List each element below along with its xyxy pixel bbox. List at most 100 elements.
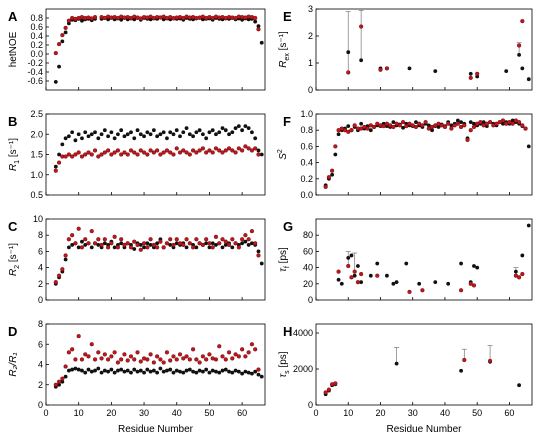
data-point-black: [220, 126, 225, 131]
panel-label: C: [8, 219, 18, 234]
y-tick-label: -0.2: [27, 58, 43, 68]
data-point-red: [53, 168, 58, 173]
data-point-red: [336, 269, 341, 274]
panel-label: H: [283, 324, 292, 339]
data-point-red: [109, 241, 114, 246]
data-point-black: [446, 281, 451, 286]
data-point-black: [151, 368, 156, 373]
y-tick-label: 0.8: [300, 125, 313, 135]
data-point-black: [191, 369, 195, 374]
data-point-red: [99, 152, 104, 157]
data-point-black: [368, 273, 373, 278]
data-point-black: [158, 132, 163, 137]
data-point-red: [458, 288, 464, 293]
data-point-red: [475, 71, 480, 76]
data-point-red: [326, 387, 331, 392]
data-point-black: [352, 273, 357, 278]
data-point-red: [240, 148, 245, 153]
data-point-red: [517, 275, 522, 280]
data-point-red: [190, 347, 196, 352]
data-point-red: [99, 356, 104, 361]
data-point-black: [165, 368, 169, 373]
data-point-black: [148, 369, 153, 374]
data-point-black: [155, 370, 160, 375]
data-point-red: [56, 273, 62, 278]
data-point-black: [181, 370, 186, 375]
data-point-red: [138, 247, 143, 252]
data-point-red: [190, 148, 196, 153]
data-point-red: [106, 148, 111, 153]
data-point-red: [226, 242, 232, 248]
data-point-black: [333, 152, 338, 157]
data-point-red: [213, 146, 219, 151]
data-point-black: [526, 144, 531, 149]
data-point-red: [164, 241, 170, 246]
data-point-red: [346, 70, 351, 75]
data-point-red: [471, 283, 477, 288]
data-point-black: [142, 245, 146, 250]
data-point-red: [220, 354, 225, 359]
data-point-red: [161, 360, 166, 365]
data-point-red: [63, 253, 68, 258]
data-point-red: [249, 148, 255, 153]
y-tick-label: 0.6: [300, 141, 313, 151]
y-tick-label: 0.6: [30, 22, 43, 32]
data-point-black: [250, 371, 254, 376]
panel-label: F: [283, 114, 291, 129]
data-point-red: [510, 121, 515, 126]
data-point-black: [106, 369, 111, 374]
data-point-red: [168, 150, 173, 155]
data-point-red: [352, 269, 357, 274]
data-point-red: [102, 237, 107, 242]
data-point-red: [174, 237, 179, 242]
data-point-black: [80, 368, 84, 373]
data-point-black: [53, 80, 58, 84]
data-point-black: [394, 280, 399, 285]
y-tick-label: 0: [38, 295, 43, 305]
data-point-black: [171, 132, 176, 137]
data-point-red: [194, 150, 199, 155]
plot-frame: [45, 218, 266, 301]
y-axis-label: τs [ps]: [278, 351, 291, 377]
data-point-red: [442, 124, 448, 130]
data-point-red: [517, 119, 522, 125]
y-tick-label: 2.0: [30, 129, 43, 139]
data-point-red: [96, 154, 101, 159]
x-tick-label: 10: [74, 408, 84, 418]
data-point-red: [210, 150, 215, 155]
y-tick-label: -0.6: [27, 76, 43, 86]
data-point-black: [96, 366, 101, 371]
data-point-black: [125, 368, 130, 373]
data-point-red: [76, 150, 81, 155]
data-point-red: [168, 237, 173, 242]
data-point-black: [112, 370, 117, 375]
y-tick-label: 0.2: [30, 40, 43, 50]
data-point-red: [164, 350, 170, 355]
data-point-red: [151, 242, 156, 248]
data-point-red: [243, 144, 248, 149]
data-point-red: [53, 280, 58, 285]
data-point-black: [99, 132, 104, 137]
data-point-black: [83, 130, 88, 135]
data-point-black: [174, 368, 179, 373]
data-point-black: [223, 128, 228, 133]
data-point-black: [57, 64, 61, 69]
data-point-red: [213, 357, 219, 362]
data-point-red: [194, 237, 199, 242]
x-tick-label: 60: [237, 408, 247, 418]
data-point-red: [63, 25, 68, 30]
y-axis-label: R2 [s⁻¹]: [8, 243, 21, 276]
data-point-red: [89, 152, 94, 157]
data-point-red: [177, 352, 183, 357]
y-axis-label-subscript: 1: [14, 160, 21, 164]
data-point-black: [184, 245, 189, 250]
data-point-red: [115, 245, 121, 250]
data-point-red: [89, 229, 94, 234]
panel-b: B 0.5 1.0 1.5 2.0 2.5 R1 [s⁻¹]: [8, 109, 266, 200]
data-point-black: [93, 368, 97, 373]
data-point-red: [330, 168, 335, 173]
data-point-red: [210, 245, 215, 250]
data-point-red: [230, 356, 235, 361]
data-point-black: [80, 239, 84, 244]
